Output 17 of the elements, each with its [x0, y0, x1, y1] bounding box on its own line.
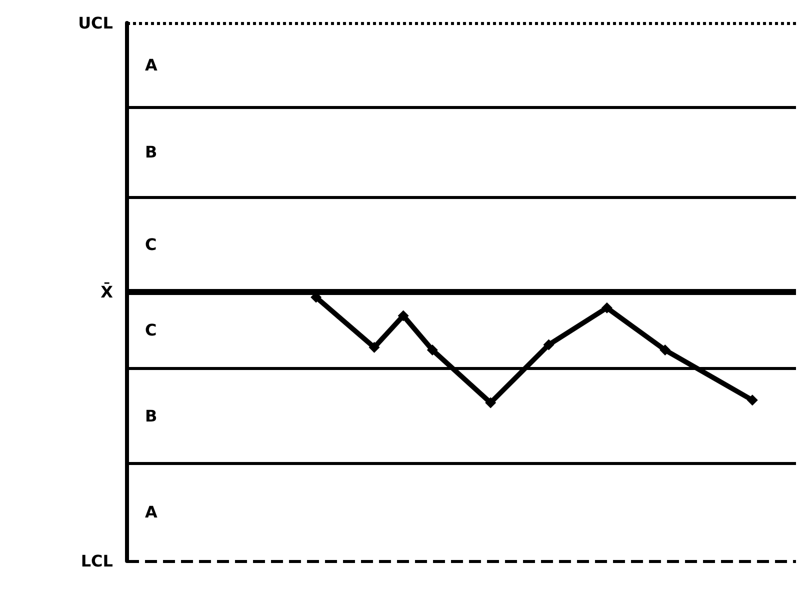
point: [485, 397, 496, 408]
annotation: A: [145, 502, 158, 522]
point: [543, 339, 554, 350]
point: [660, 344, 671, 356]
ref-line-label: UCL: [78, 14, 113, 32]
annotation: C: [145, 320, 157, 340]
point: [368, 342, 380, 353]
text: B: [145, 142, 158, 162]
point: [426, 344, 438, 356]
ref-line-label: X̄: [100, 282, 114, 302]
point: [601, 302, 612, 314]
point: [746, 394, 758, 406]
text: A: [145, 56, 158, 75]
annotation: B: [145, 406, 158, 426]
point: [398, 310, 409, 322]
text: C: [145, 235, 157, 254]
ref-line-label: LCL: [80, 552, 113, 570]
